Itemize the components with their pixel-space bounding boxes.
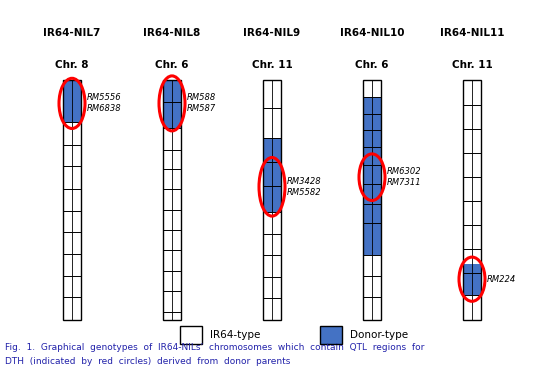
- Bar: [263, 212, 281, 320]
- Text: Chr. 11: Chr. 11: [451, 60, 492, 70]
- Bar: [363, 255, 381, 320]
- Text: IR64-NIL7: IR64-NIL7: [43, 28, 100, 38]
- Bar: [320, 326, 342, 344]
- Bar: [163, 80, 181, 128]
- Bar: [363, 80, 381, 97]
- Bar: [180, 326, 202, 344]
- Text: IR64-type: IR64-type: [210, 330, 260, 340]
- Bar: [463, 80, 481, 320]
- Bar: [463, 295, 481, 320]
- Bar: [463, 80, 481, 264]
- Bar: [63, 122, 81, 320]
- Text: IR64-NIL10: IR64-NIL10: [340, 28, 404, 38]
- Text: IR64-NIL11: IR64-NIL11: [440, 28, 504, 38]
- Text: RM6302
RM7311: RM6302 RM7311: [387, 167, 422, 187]
- Text: Chr. 6: Chr. 6: [156, 60, 189, 70]
- Bar: [463, 264, 481, 295]
- Text: RM3428
RM5582: RM3428 RM5582: [287, 177, 322, 197]
- Text: RM588
RM587: RM588 RM587: [187, 93, 216, 114]
- Bar: [63, 80, 81, 122]
- Text: Donor-type: Donor-type: [350, 330, 408, 340]
- Text: IR64-NIL8: IR64-NIL8: [144, 28, 201, 38]
- Text: RM5556
RM6838: RM5556 RM6838: [87, 93, 122, 114]
- Bar: [163, 80, 181, 320]
- Bar: [263, 80, 281, 320]
- Bar: [263, 138, 281, 212]
- Bar: [63, 80, 81, 320]
- Text: RM224: RM224: [487, 275, 516, 284]
- Bar: [163, 128, 181, 320]
- Text: IR64-NIL9: IR64-NIL9: [244, 28, 301, 38]
- Text: Chr. 11: Chr. 11: [252, 60, 292, 70]
- Text: Chr. 6: Chr. 6: [355, 60, 389, 70]
- Text: Chr. 8: Chr. 8: [55, 60, 89, 70]
- Bar: [263, 80, 281, 138]
- Bar: [363, 97, 381, 255]
- Text: DTH  (indicated  by  red  circles)  derived  from  donor  parents: DTH (indicated by red circles) derived f…: [5, 357, 291, 366]
- Text: Fig.  1.  Graphical  genotypes  of  IR64-NILs’  chromosomes  which  contain  QTL: Fig. 1. Graphical genotypes of IR64-NILs…: [5, 343, 424, 352]
- Bar: [363, 80, 381, 320]
